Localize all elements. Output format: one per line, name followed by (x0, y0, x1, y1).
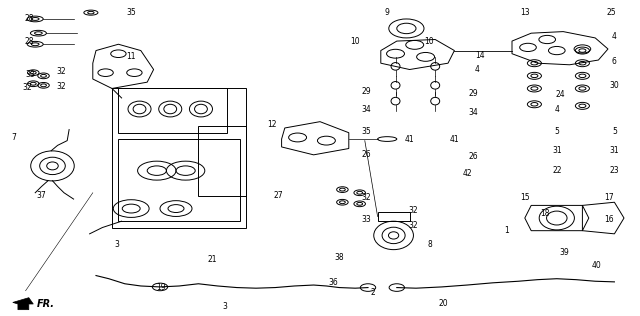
Text: 40: 40 (591, 261, 602, 270)
Text: 3: 3 (223, 302, 228, 311)
Text: 4: 4 (474, 65, 479, 74)
Text: 24: 24 (555, 90, 565, 99)
Text: 7: 7 (12, 133, 17, 142)
Text: 13: 13 (520, 8, 530, 17)
Text: 1: 1 (504, 226, 509, 235)
Text: 10: 10 (350, 37, 360, 46)
Text: 28: 28 (24, 15, 33, 23)
Text: 30: 30 (609, 81, 620, 90)
Text: 36: 36 (328, 278, 338, 287)
Text: 5: 5 (554, 127, 559, 136)
Text: 4: 4 (612, 32, 617, 41)
Text: 6: 6 (612, 57, 617, 66)
Text: 26: 26 (468, 152, 479, 161)
Polygon shape (13, 298, 33, 310)
Text: 41: 41 (404, 135, 415, 143)
Text: 31: 31 (609, 146, 620, 155)
Text: 9: 9 (385, 8, 390, 17)
Text: 23: 23 (609, 166, 620, 175)
Text: 38: 38 (334, 253, 344, 262)
Text: 39: 39 (559, 248, 570, 257)
Text: 42: 42 (462, 169, 472, 178)
Text: 22: 22 (552, 166, 561, 175)
Text: 14: 14 (475, 51, 485, 60)
Text: 17: 17 (604, 193, 614, 202)
Text: 37: 37 (36, 191, 47, 200)
Text: 33: 33 (361, 215, 371, 224)
Text: 15: 15 (520, 193, 530, 202)
Text: 20: 20 (438, 299, 448, 308)
Text: 8: 8 (428, 240, 433, 249)
Text: 29: 29 (468, 89, 479, 98)
Text: 33: 33 (26, 70, 36, 79)
Text: 21: 21 (208, 255, 217, 264)
Text: 32: 32 (56, 67, 66, 76)
Text: 4: 4 (554, 105, 559, 113)
Text: 32: 32 (56, 82, 66, 91)
Text: 32: 32 (408, 206, 418, 215)
Text: 32: 32 (408, 222, 418, 230)
Text: 12: 12 (268, 120, 276, 129)
Text: 34: 34 (361, 105, 371, 113)
Text: 35: 35 (361, 127, 371, 136)
Text: 35: 35 (126, 8, 136, 17)
Text: 5: 5 (612, 127, 617, 136)
Text: FR.: FR. (37, 299, 55, 309)
Text: 3: 3 (114, 240, 119, 249)
Text: 32: 32 (361, 193, 371, 202)
Text: 41: 41 (449, 135, 460, 143)
Text: 16: 16 (604, 215, 614, 224)
Text: 26: 26 (361, 150, 371, 159)
Text: 2: 2 (370, 288, 375, 297)
Text: 31: 31 (552, 146, 562, 155)
Text: 34: 34 (468, 108, 479, 117)
Text: 18: 18 (541, 209, 550, 218)
Text: 28: 28 (24, 37, 33, 46)
Text: 10: 10 (424, 37, 434, 46)
Text: 25: 25 (606, 8, 616, 17)
Text: 32: 32 (22, 83, 32, 92)
Text: 27: 27 (273, 191, 284, 200)
Text: 29: 29 (361, 87, 371, 96)
Text: 19: 19 (156, 283, 166, 292)
Text: 11: 11 (127, 52, 136, 61)
